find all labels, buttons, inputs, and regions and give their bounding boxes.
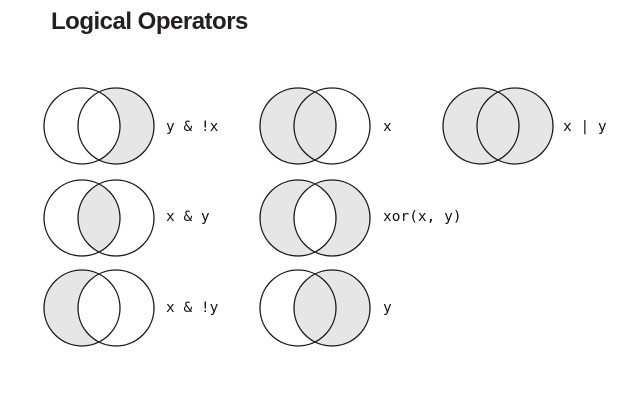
venn-xor xyxy=(259,179,371,257)
venn-x-or-y xyxy=(442,87,554,165)
circle-x xyxy=(43,269,121,347)
shaded-region xyxy=(294,180,370,256)
diagram-title: Logical Operators xyxy=(51,8,248,35)
circle-x xyxy=(259,269,337,347)
operator-label-x-or-y: x | y xyxy=(563,119,607,135)
operator-label-y-and-not-x: y & !x xyxy=(166,119,219,135)
circle-y xyxy=(293,269,371,347)
venn-x-and-y xyxy=(43,179,155,257)
circle-x xyxy=(43,87,121,165)
venn-x xyxy=(259,87,371,165)
circle-y xyxy=(293,87,371,165)
shaded-region xyxy=(294,270,370,346)
circle-x xyxy=(442,87,520,165)
shaded-region xyxy=(44,270,120,346)
circle-x xyxy=(259,87,337,165)
venn-y-and-not-x xyxy=(43,87,155,165)
operator-label-x-and-y: x & y xyxy=(166,209,210,225)
circle-y xyxy=(77,179,155,257)
shaded-region xyxy=(260,88,336,164)
shaded-region xyxy=(477,88,553,164)
circle-y xyxy=(476,87,554,165)
shaded-region xyxy=(78,88,154,164)
operator-label-x: x xyxy=(383,119,392,135)
operator-label-xor: xor(x, y) xyxy=(383,209,462,225)
operator-label-y: y xyxy=(383,300,392,316)
venn-x-and-not-y xyxy=(43,269,155,347)
operator-label-x-and-not-y: x & !y xyxy=(166,300,219,316)
venn-y xyxy=(259,269,371,347)
circle-y xyxy=(293,179,371,257)
circle-y xyxy=(77,269,155,347)
circle-x xyxy=(43,179,121,257)
circle-y xyxy=(77,87,155,165)
circle-x xyxy=(259,179,337,257)
shaded-region xyxy=(78,180,120,256)
